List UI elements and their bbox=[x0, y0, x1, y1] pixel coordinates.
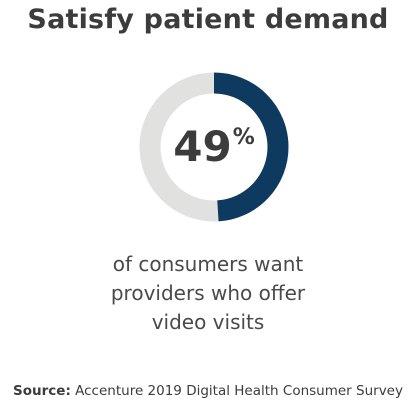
donut-value-arc bbox=[139, 72, 289, 222]
donut-chart: 49 % bbox=[138, 71, 290, 223]
source-label: Source: bbox=[13, 383, 71, 399]
caption-line: providers who offer bbox=[110, 281, 306, 305]
chart-title: Satisfy patient demand bbox=[27, 4, 389, 35]
caption-line: of consumers want bbox=[112, 252, 304, 276]
caption-line: video visits bbox=[151, 310, 265, 334]
chart-caption: of consumers want providers who offer vi… bbox=[0, 250, 416, 337]
percent-sign: % bbox=[232, 125, 255, 150]
source-text: Accenture 2019 Digital Health Consumer S… bbox=[75, 383, 403, 399]
donut-center-label: 49 % bbox=[138, 71, 290, 223]
source-note: Source: Accenture 2019 Digital Health Co… bbox=[0, 383, 416, 399]
percentage-value: 49 bbox=[173, 122, 232, 171]
donut-svg bbox=[139, 72, 289, 222]
